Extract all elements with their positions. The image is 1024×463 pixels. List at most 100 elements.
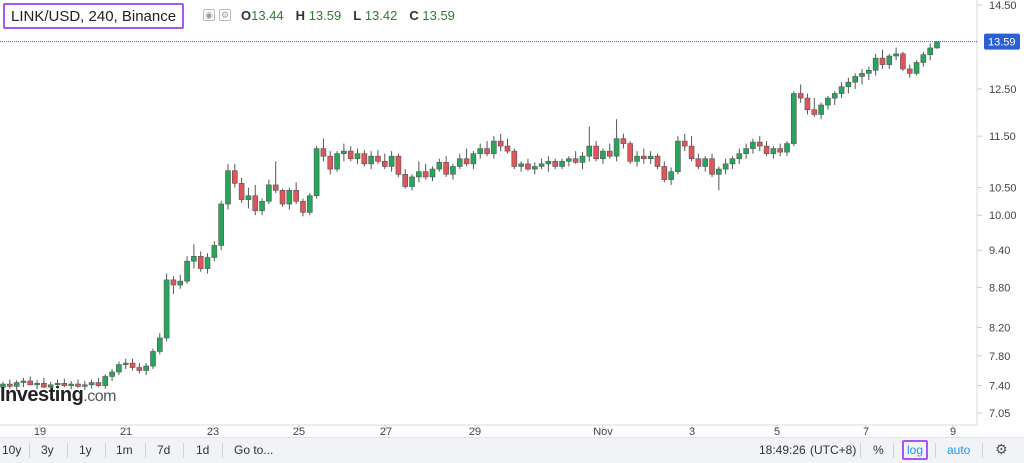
candle-body (245, 195, 252, 200)
candle (572, 151, 579, 164)
candle-body (791, 93, 797, 144)
candle-body (538, 163, 545, 167)
candle-body (736, 153, 743, 160)
candle (531, 162, 538, 175)
price-tick-label: 10.50 (989, 183, 1017, 195)
price-chart[interactable]: 14.50 12.50 11.50 10.50 10.00 9.40 8.80 8.20 7.8… (0, 0, 1024, 437)
candle (300, 198, 306, 217)
candle (606, 143, 613, 159)
candle (375, 150, 381, 164)
auto-toggle[interactable]: auto (947, 443, 971, 457)
divider (183, 443, 184, 458)
candle-body (784, 143, 790, 153)
candle-body (709, 158, 715, 175)
candle (170, 276, 177, 295)
time-tick-label: 9 (950, 426, 956, 437)
goto-button[interactable]: Go to... (234, 443, 274, 457)
candle-body (300, 200, 306, 213)
candle (900, 51, 906, 72)
candle-body (811, 109, 818, 115)
candle-body (572, 158, 579, 163)
candle-body (136, 367, 143, 371)
candle (129, 358, 136, 371)
candle (518, 161, 524, 172)
candle-body (559, 161, 565, 167)
price-tick-label: 11.50 (989, 131, 1016, 143)
candle (13, 380, 20, 391)
candle-body (129, 362, 136, 368)
candle-body (606, 150, 613, 157)
range-1y-button[interactable]: 1y (79, 443, 92, 457)
candle (313, 146, 320, 199)
candle (627, 141, 634, 164)
candle (497, 133, 504, 152)
time-tick-label: 3 (689, 426, 695, 437)
candle (804, 93, 811, 115)
range-3y-button[interactable]: 3y (41, 443, 54, 457)
symbol-title[interactable]: LINK/USD, 240, Binance (3, 3, 185, 29)
range-7d-button[interactable]: 7d (157, 443, 171, 457)
candle-body (934, 41, 940, 49)
candle (197, 251, 204, 272)
candle (54, 379, 61, 389)
candle-body (586, 145, 593, 157)
range-10y-button[interactable]: 10y (2, 443, 22, 457)
candle (838, 82, 845, 99)
candle-body (688, 145, 695, 160)
candle (150, 348, 156, 370)
candle (825, 95, 831, 110)
eye-icon[interactable]: ◉ (203, 9, 215, 21)
candle (634, 151, 640, 167)
candle-body (613, 138, 620, 157)
candle (143, 363, 149, 375)
candle-body (770, 148, 777, 154)
candle-body (716, 168, 722, 175)
candle (116, 361, 122, 375)
candle-body (347, 150, 354, 160)
candle (272, 161, 279, 194)
candle-body (197, 255, 204, 269)
candle-body (306, 195, 313, 213)
candle-body (184, 260, 190, 282)
price-axis: 14.50 12.50 11.50 10.50 10.00 9.40 8.80 8.20 7.8… (977, 0, 1017, 420)
candle-body (163, 279, 170, 339)
candle (470, 151, 477, 170)
candle (688, 136, 695, 162)
candle-body (95, 382, 102, 386)
timezone-button[interactable]: (UTC+8) (810, 443, 857, 457)
candle (238, 178, 245, 203)
percent-toggle[interactable]: % (873, 443, 884, 457)
candle (68, 381, 74, 390)
candle (245, 187, 252, 209)
candle (831, 91, 838, 106)
candle (668, 167, 674, 185)
candle-body (41, 382, 47, 388)
log-toggle[interactable]: log (902, 440, 928, 460)
candle-body (818, 104, 824, 115)
gear-icon[interactable]: ⚙ (219, 9, 231, 21)
range-1m-button[interactable]: 1m (116, 443, 133, 457)
candle (852, 73, 858, 89)
range-1d-button[interactable]: 1d (196, 443, 210, 457)
candle-body (238, 183, 245, 200)
candle-body (675, 140, 681, 172)
settings-gear-icon[interactable]: ⚙ (995, 441, 1008, 457)
candle-body (61, 382, 68, 386)
price-tick-label: 8.80 (989, 283, 1010, 295)
candle (20, 377, 27, 388)
candle (913, 60, 920, 76)
candle (204, 253, 211, 274)
time-axis: 19 21 23 25 27 29 Nov 3 5 7 9 (34, 425, 956, 437)
candle (613, 119, 620, 162)
candle (566, 156, 572, 167)
candle (7, 379, 13, 389)
candle (729, 156, 736, 170)
candle-body (852, 76, 858, 83)
candle (743, 143, 749, 159)
candle-body (893, 53, 899, 57)
candle (334, 151, 340, 172)
time-tick-label: 25 (293, 426, 305, 437)
candle-body (463, 158, 470, 165)
candle-body (436, 162, 443, 170)
candle (675, 136, 681, 175)
